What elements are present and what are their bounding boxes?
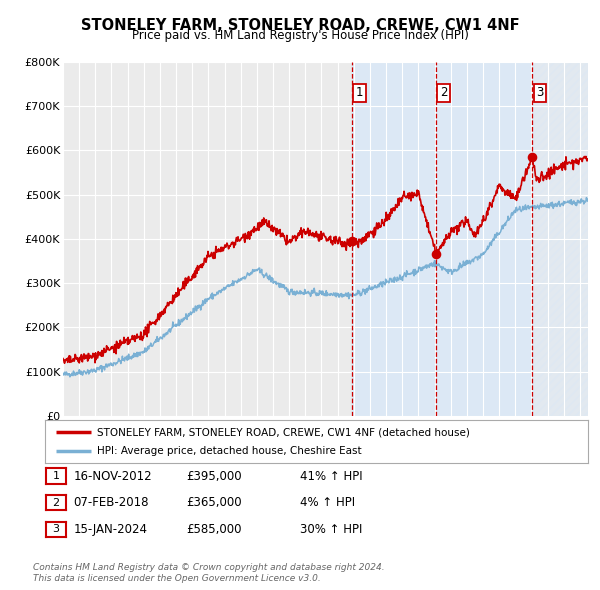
Text: 2: 2 (53, 498, 59, 507)
Text: 07-FEB-2018: 07-FEB-2018 (73, 496, 149, 509)
Text: STONELEY FARM, STONELEY ROAD, CREWE, CW1 4NF: STONELEY FARM, STONELEY ROAD, CREWE, CW1… (80, 18, 520, 32)
Text: 15-JAN-2024: 15-JAN-2024 (73, 523, 147, 536)
Text: 2: 2 (440, 86, 448, 100)
Text: £365,000: £365,000 (186, 496, 242, 509)
Text: £585,000: £585,000 (186, 523, 241, 536)
Text: £395,000: £395,000 (186, 470, 242, 483)
Text: 3: 3 (536, 86, 544, 100)
Point (431, 250, 441, 259)
Point (527, 152, 537, 162)
Text: Contains HM Land Registry data © Crown copyright and database right 2024.: Contains HM Land Registry data © Crown c… (33, 563, 385, 572)
Text: HPI: Average price, detached house, Cheshire East: HPI: Average price, detached house, Ches… (97, 446, 361, 456)
Text: 16-NOV-2012: 16-NOV-2012 (73, 470, 152, 483)
Text: Price paid vs. HM Land Registry's House Price Index (HPI): Price paid vs. HM Land Registry's House … (131, 30, 469, 42)
Text: 4% ↑ HPI: 4% ↑ HPI (300, 496, 355, 509)
Bar (352, 62, 532, 416)
Text: 30% ↑ HPI: 30% ↑ HPI (300, 523, 362, 536)
Text: STONELEY FARM, STONELEY ROAD, CREWE, CW1 4NF (detached house): STONELEY FARM, STONELEY ROAD, CREWE, CW1… (97, 427, 469, 437)
Point (347, 237, 356, 246)
Text: 1: 1 (356, 86, 364, 100)
Bar (532, 62, 588, 416)
Text: 1: 1 (53, 471, 59, 481)
Text: This data is licensed under the Open Government Licence v3.0.: This data is licensed under the Open Gov… (33, 574, 321, 583)
Text: 41% ↑ HPI: 41% ↑ HPI (300, 470, 362, 483)
Text: 3: 3 (53, 525, 59, 534)
